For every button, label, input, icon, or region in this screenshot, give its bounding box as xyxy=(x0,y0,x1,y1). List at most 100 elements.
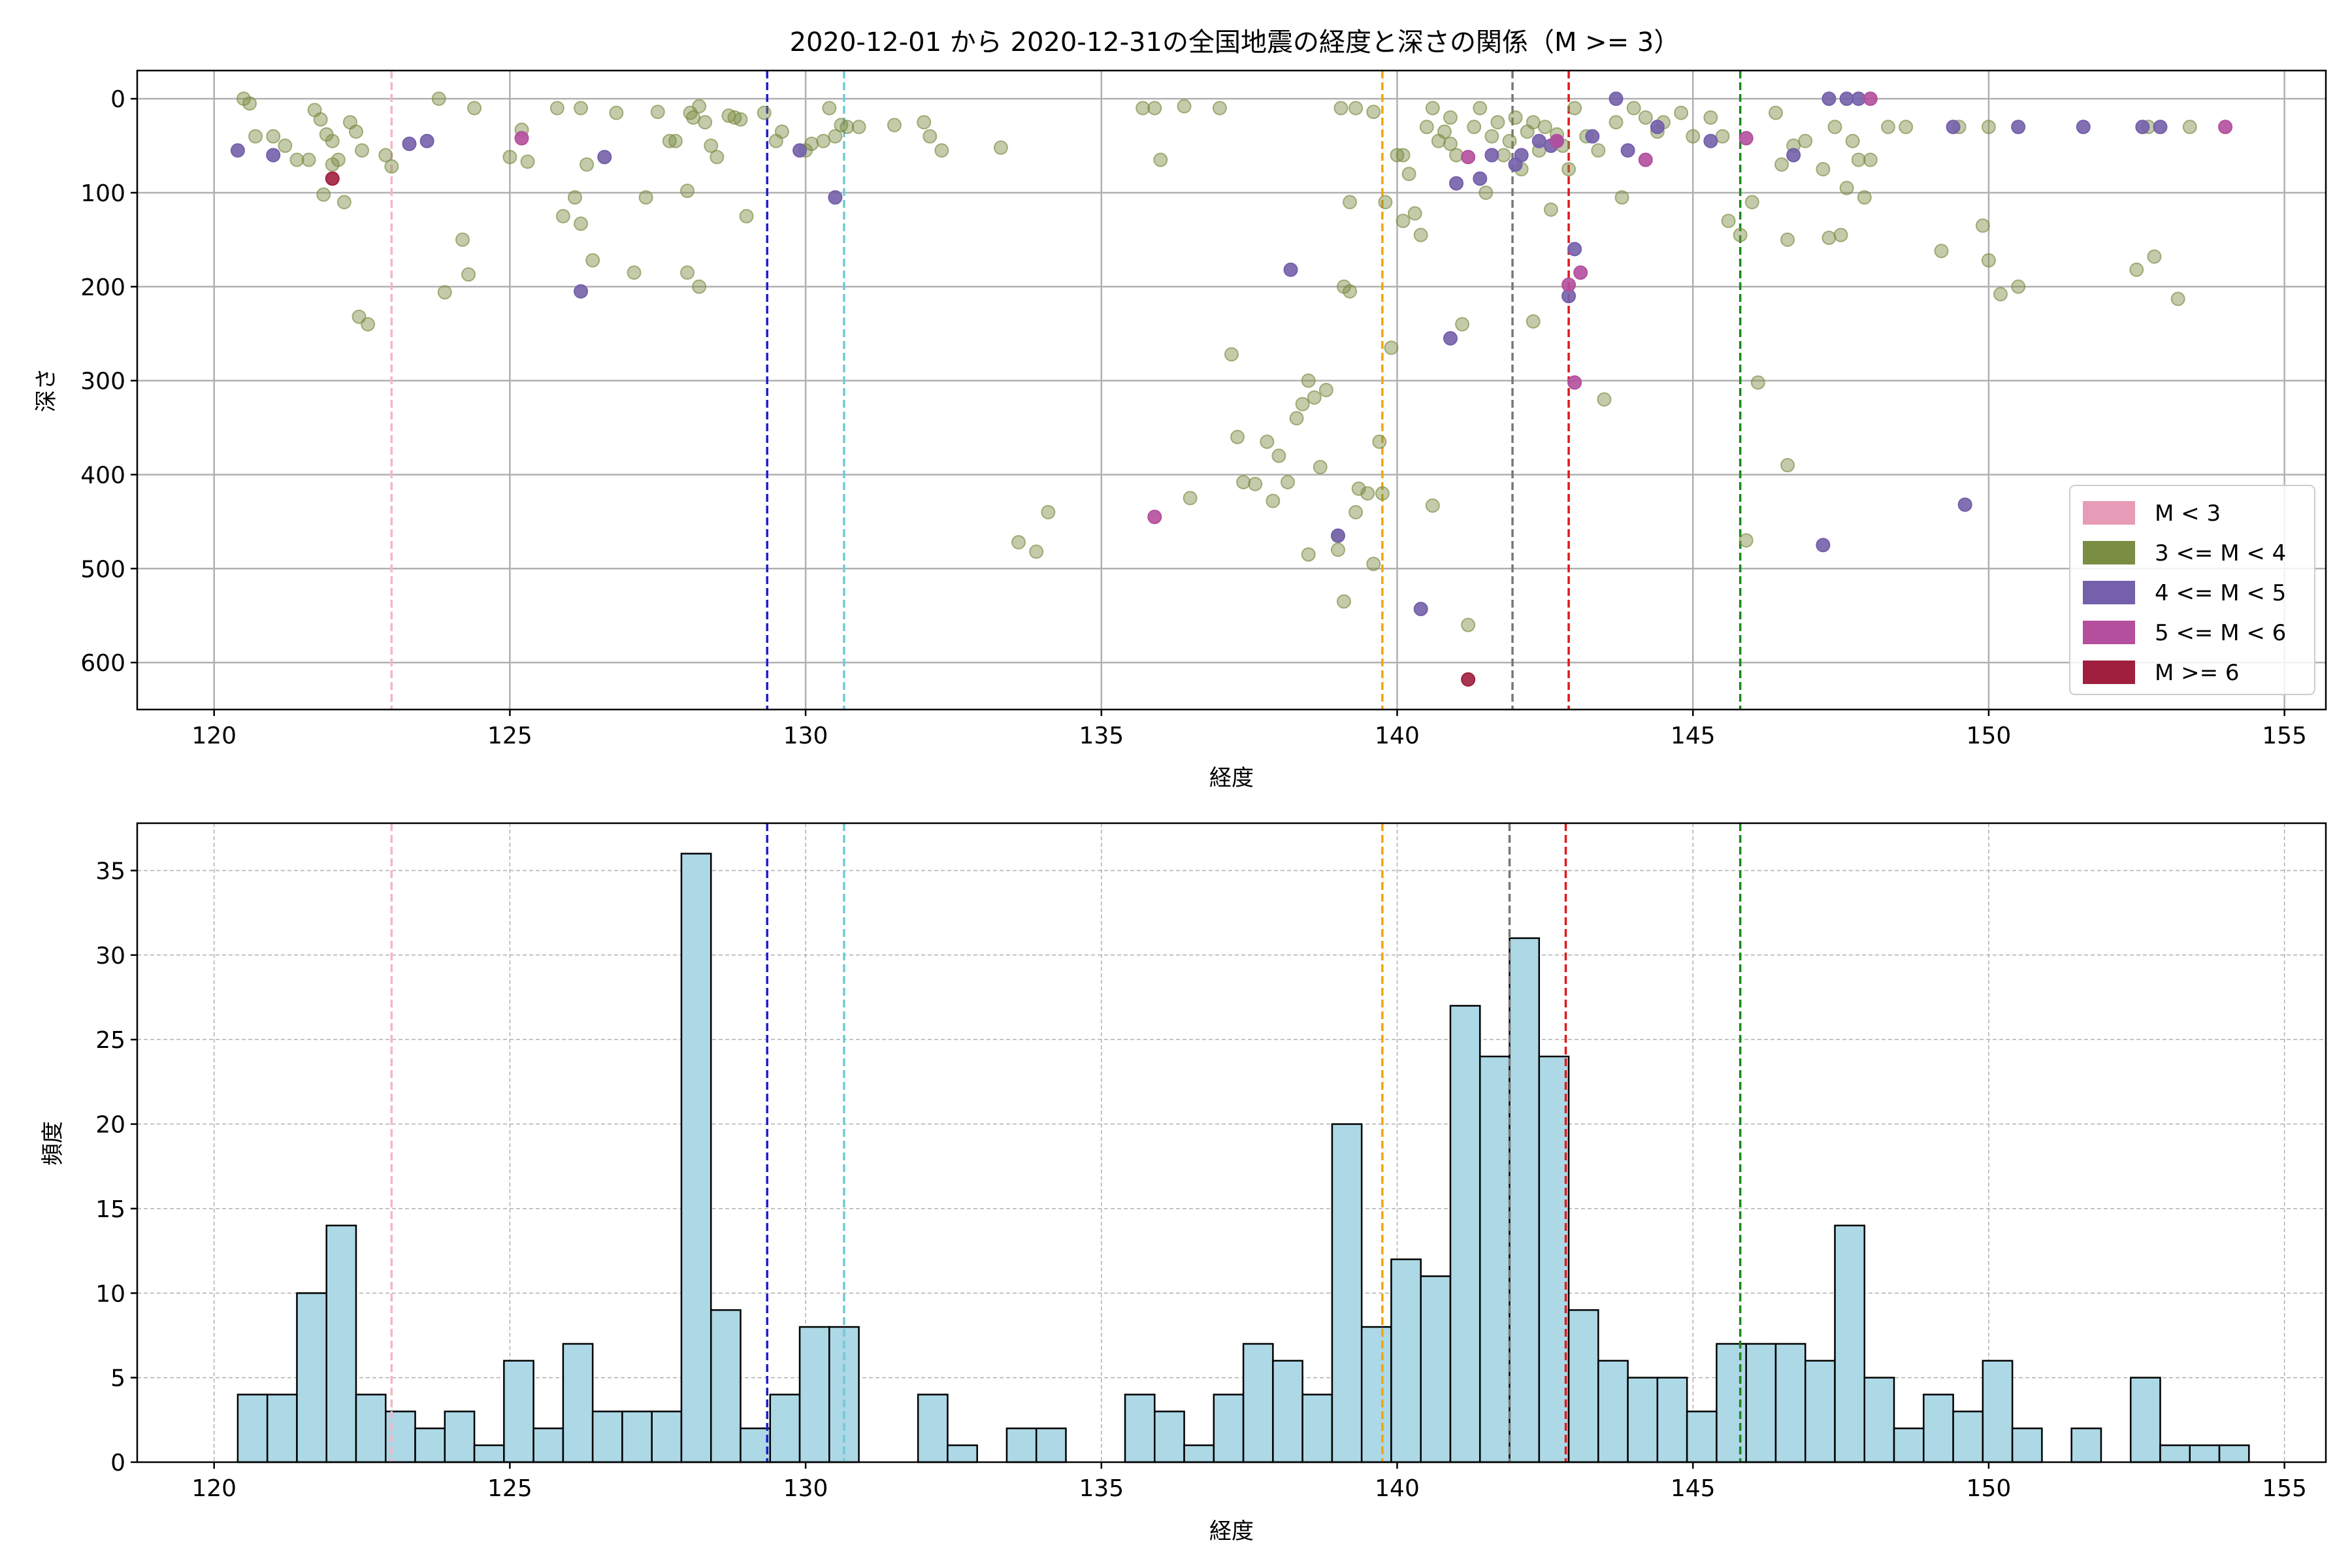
scatter-point xyxy=(1375,486,1390,501)
scatter-point xyxy=(1289,411,1304,426)
histogram-x-axis-label: 経度 xyxy=(1209,1518,1254,1544)
scatter-y-tick-label: 0 xyxy=(110,86,125,113)
scatter-point xyxy=(1638,110,1653,125)
scatter-point xyxy=(1934,244,1949,259)
scatter-point xyxy=(1774,157,1789,172)
scatter-point xyxy=(1839,91,1854,106)
scatter-point xyxy=(1437,124,1452,139)
scatter-point xyxy=(1455,317,1470,332)
scatter-point xyxy=(467,101,482,116)
histogram-x-tick-label: 150 xyxy=(1967,1475,2012,1502)
legend-label: M < 3 xyxy=(2155,500,2221,527)
scatter-point xyxy=(597,150,612,165)
histogram-x-tick-label: 140 xyxy=(1375,1475,1420,1502)
scatter-point xyxy=(1473,101,1488,116)
histogram-bar xyxy=(1420,1275,1452,1463)
scatter-point xyxy=(1147,510,1162,525)
scatter-plot-frame xyxy=(136,69,2327,711)
scatter-point xyxy=(680,184,695,199)
scatter-point xyxy=(1863,152,1878,167)
histogram-bar xyxy=(385,1411,416,1463)
scatter-point xyxy=(1674,105,1689,120)
scatter-point xyxy=(1715,129,1730,144)
scatter-point xyxy=(437,285,452,300)
scatter-x-tick-label: 125 xyxy=(487,723,532,749)
scatter-y-tick-label: 100 xyxy=(80,180,125,207)
legend-label: 3 <= M < 4 xyxy=(2155,540,2286,566)
histogram-y-tick-label: 0 xyxy=(110,1450,125,1477)
scatter-point xyxy=(1744,195,1759,210)
legend-label: 5 <= M < 6 xyxy=(2155,620,2286,646)
scatter-point xyxy=(1573,265,1588,280)
scatter-point xyxy=(1366,105,1381,120)
scatter-point xyxy=(1396,214,1411,229)
histogram-bar xyxy=(1005,1428,1037,1463)
histogram-bar xyxy=(1686,1411,1718,1463)
scatter-point xyxy=(1343,284,1358,299)
scatter-point xyxy=(1609,91,1624,106)
scatter-point xyxy=(851,120,866,135)
scatter-point xyxy=(828,129,843,144)
histogram-x-tick-label: 130 xyxy=(783,1475,828,1502)
scatter-x-tick-label: 145 xyxy=(1671,723,1716,749)
scatter-point xyxy=(757,105,772,120)
scatter-point xyxy=(774,124,789,139)
scatter-point xyxy=(2076,120,2091,135)
scatter-point xyxy=(514,131,529,146)
scatter-point xyxy=(1212,101,1227,116)
scatter-point xyxy=(1449,148,1464,163)
scatter-point xyxy=(1591,143,1606,158)
scatter-y-tick-label: 400 xyxy=(80,462,125,489)
scatter-point xyxy=(917,115,932,130)
scatter-point xyxy=(1413,227,1428,242)
scatter-point xyxy=(2135,120,2150,135)
histogram-bar xyxy=(1154,1411,1185,1463)
histogram-bar xyxy=(740,1428,772,1463)
scatter-point xyxy=(549,101,564,116)
scatter-point xyxy=(1248,476,1263,491)
histogram-bar xyxy=(1863,1377,1895,1463)
scatter-point xyxy=(2011,120,2026,135)
scatter-point xyxy=(1461,617,1476,632)
histogram-bar xyxy=(1716,1343,1747,1463)
histogram-y-tick-label: 30 xyxy=(95,943,125,970)
scatter-point xyxy=(1899,120,1914,135)
histogram-x-tick-label: 125 xyxy=(487,1475,532,1502)
scatter-point xyxy=(692,99,707,114)
scatter-point xyxy=(1514,148,1529,163)
scatter-x-tick-label: 150 xyxy=(1967,723,2012,749)
scatter-point xyxy=(668,133,683,148)
scatter-point xyxy=(692,279,707,294)
scatter-point xyxy=(1816,162,1831,177)
scatter-point xyxy=(520,154,535,169)
scatter-point xyxy=(1827,120,1842,135)
histogram-bar xyxy=(1774,1343,1806,1463)
scatter-point xyxy=(1401,167,1416,182)
histogram-bar xyxy=(355,1394,387,1463)
scatter-reference-lines xyxy=(390,71,1742,710)
histogram-bar xyxy=(1213,1394,1245,1463)
scatter-point xyxy=(1549,133,1564,148)
histogram-bar xyxy=(2218,1444,2250,1463)
scatter-x-tick-label: 120 xyxy=(191,723,237,749)
histogram-bar xyxy=(710,1309,742,1463)
scatter-point xyxy=(502,150,517,165)
histogram-bar xyxy=(2011,1428,2043,1463)
scatter-point xyxy=(1484,129,1499,144)
legend: M < 3 3 <= M < 4 4 <= M < 5 5 <= M < 6 M >= … xyxy=(2069,485,2315,695)
histogram-bar xyxy=(1390,1258,1422,1463)
legend-swatch xyxy=(2083,621,2135,644)
histogram-bar xyxy=(325,1224,357,1463)
histogram-bar xyxy=(1597,1360,1629,1463)
scatter-point xyxy=(1230,429,1245,444)
histogram-x-tick-label: 145 xyxy=(1671,1475,1716,1502)
scatter-point xyxy=(325,171,340,186)
scatter-title: 2020-12-01 から 2020-12-31の全国地震の経度と深さの関係（M… xyxy=(790,27,1680,57)
scatter-point xyxy=(1851,152,1866,167)
scatter-point xyxy=(1620,143,1635,158)
scatter-point xyxy=(1786,148,1801,163)
scatter-point xyxy=(1283,262,1298,277)
histogram-bar xyxy=(1272,1360,1303,1463)
scatter-point xyxy=(1301,547,1316,562)
scatter-point xyxy=(585,253,600,268)
